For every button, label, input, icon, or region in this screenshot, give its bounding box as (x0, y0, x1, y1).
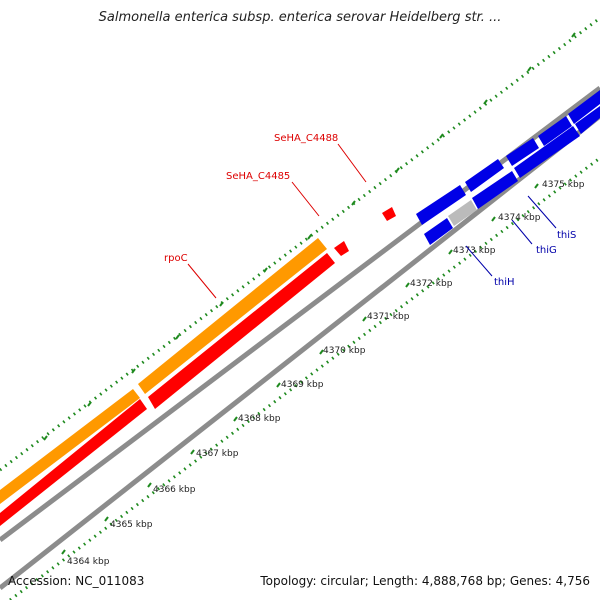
ruler-label-4373: 4373 kbp (453, 246, 496, 256)
ruler-label-4367: 4367 kbp (196, 449, 239, 459)
ruler-label-4365: 4365 kbp (110, 520, 153, 530)
ruler-tick-marks (43, 32, 576, 555)
ruler-label-4366: 4366 kbp (153, 485, 196, 495)
feature-orange-upper (0, 238, 327, 504)
label-leader-lines (187, 143, 557, 299)
ruler-dotted-line-inner (9, 156, 600, 600)
gene-label-thig: thiG (536, 245, 557, 256)
gene-label-thih: thiH (494, 277, 515, 288)
ruler-label-4375: 4375 kbp (542, 180, 585, 190)
genome-title: Salmonella enterica subsp. enterica sero… (98, 10, 502, 25)
gene-label-seha-c4485: SeHA_C4485 (226, 171, 290, 182)
accession-text: Accession: NC_011083 (8, 574, 145, 588)
ruler-label-4374: 4374 kbp (498, 213, 541, 223)
feature-blue-outer (416, 90, 600, 225)
ruler-label-4371: 4371 kbp (367, 312, 410, 322)
ruler-label-4369: 4369 kbp (281, 380, 324, 390)
ruler-label-4370: 4370 kbp (323, 346, 366, 356)
gene-label-seha-c4488: SeHA_C4488 (274, 133, 338, 144)
feature-blue-inner (424, 106, 600, 245)
backbone-line-lower (0, 114, 600, 590)
feature-red-lower (0, 207, 396, 526)
ruler-label-4364: 4364 kbp (67, 557, 110, 567)
ruler-label-4368: 4368 kbp (238, 414, 281, 424)
gene-label-this: thiS (557, 230, 576, 241)
genome-summary-text: Topology: circular; Length: 4,888,768 bp… (260, 574, 590, 588)
ruler-label-4372: 4372 kbp (410, 279, 453, 289)
gene-label-rpoc: rpoC (164, 253, 188, 264)
